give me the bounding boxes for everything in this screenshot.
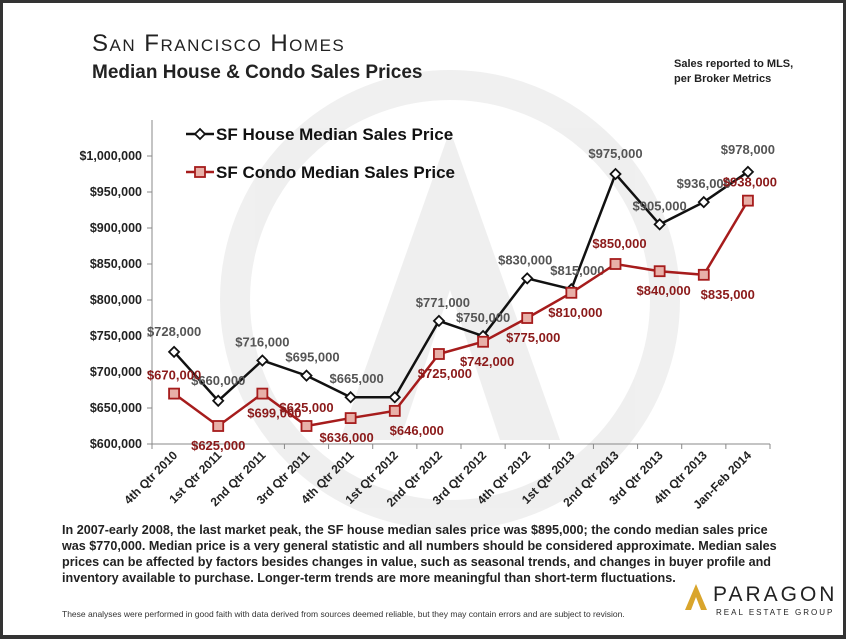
legend-item-house: SF House Median Sales Price xyxy=(186,125,453,144)
house-data-point xyxy=(653,218,666,231)
condo-data-label: $835,000 xyxy=(701,287,755,302)
house-data-point xyxy=(256,354,269,367)
condo-data-label: $742,000 xyxy=(460,354,514,369)
logo-name: PARAGON xyxy=(713,583,838,606)
legend-square-icon xyxy=(194,166,206,178)
house-data-label: $660,000 xyxy=(191,373,245,388)
house-data-label: $695,000 xyxy=(285,350,339,365)
house-data-label: $716,000 xyxy=(235,334,289,349)
house-data-point xyxy=(520,272,534,285)
condo-data-point xyxy=(742,194,754,207)
source-note: Sales reported to MLS, per Broker Metric… xyxy=(674,57,793,87)
watermark-logo xyxy=(220,70,680,530)
house-data-point xyxy=(609,167,622,181)
y-axis-ticks: $600,000 $650,000 $700,000 $750,000 $800,000… xyxy=(79,149,152,451)
condo-data-point xyxy=(697,268,710,281)
condo-data-point xyxy=(565,286,578,299)
condo-data-label: $625,000 xyxy=(191,438,245,453)
source-note-line-2: per Broker Metrics xyxy=(674,73,772,85)
y-tick-label: $600,000 xyxy=(90,437,142,451)
condo-data-label: $670,000 xyxy=(147,368,201,383)
condo-data-label: $850,000 xyxy=(592,236,646,251)
house-data-point xyxy=(741,165,755,179)
legend-item-condo: SF Condo Median Sales Price xyxy=(186,163,455,182)
chart-title: San Francisco Homes xyxy=(92,30,346,57)
house-data-label: $905,000 xyxy=(633,198,687,213)
condo-data-point xyxy=(212,420,225,432)
description-text: In 2007-early 2008, the last market peak… xyxy=(62,523,777,585)
house-data-point xyxy=(167,345,181,359)
house-data-label: $830,000 xyxy=(498,252,552,267)
y-tick-label: $800,000 xyxy=(90,293,142,307)
y-tick-label: $650,000 xyxy=(90,401,142,415)
legend-label: SF Condo Median Sales Price xyxy=(216,163,455,182)
paragon-logo-icon xyxy=(685,584,707,610)
logo-tagline: REAL ESTATE GROUP xyxy=(716,608,835,617)
condo-data-point xyxy=(300,420,313,432)
footnote: These analyses were performed in good fa… xyxy=(62,609,625,619)
house-data-label: $815,000 xyxy=(550,263,604,278)
chart-subtitle: Median House & Condo Sales Prices xyxy=(92,62,423,83)
condo-data-point xyxy=(477,335,489,348)
condo-series-line xyxy=(173,200,750,428)
house-data-point xyxy=(211,394,225,408)
house-data-point xyxy=(344,390,357,404)
condo-data-point xyxy=(168,387,180,400)
condo-data-point xyxy=(609,258,622,270)
house-data-label: $665,000 xyxy=(330,371,384,386)
chart-series: $728,000 $660,000 $716,000$695,000 $665,000… xyxy=(147,142,777,453)
house-data-point xyxy=(388,390,402,404)
house-data-point xyxy=(697,195,711,209)
condo-data-label: $775,000 xyxy=(506,330,560,345)
y-tick-label: $950,000 xyxy=(90,185,142,199)
condo-data-point xyxy=(433,348,445,360)
house-data-label: $978,000 xyxy=(721,142,775,157)
y-tick-label: $1,000,000 xyxy=(79,149,142,163)
legend-diamond-icon xyxy=(193,127,207,141)
condo-data-point xyxy=(653,265,666,278)
series-condo: $670,000$625,000$699,000$625,000$636,000… xyxy=(147,175,777,453)
house-data-label: $975,000 xyxy=(588,146,642,161)
house-data-label: $728,000 xyxy=(147,324,201,339)
chart-legend: SF House Median Sales Price SF Condo Medi… xyxy=(186,125,455,182)
condo-data-point xyxy=(256,387,269,400)
y-tick-label: $900,000 xyxy=(90,221,142,235)
y-tick-label: $750,000 xyxy=(90,329,142,343)
house-data-label: $771,000 xyxy=(416,295,470,310)
condo-data-label: $840,000 xyxy=(637,283,691,298)
condo-data-label: $810,000 xyxy=(548,305,602,320)
condo-data-label: $646,000 xyxy=(390,423,444,438)
y-tick-label: $850,000 xyxy=(90,257,142,271)
condo-data-point xyxy=(521,312,534,324)
condo-data-point xyxy=(344,412,357,424)
house-data-label: $936,000 xyxy=(677,176,731,191)
condo-data-label: $725,000 xyxy=(418,366,472,381)
series-house: $728,000 $660,000 $716,000$695,000 $665,000… xyxy=(147,142,775,408)
source-note-line-1: Sales reported to MLS, xyxy=(674,58,794,70)
condo-data-label: $699,000 xyxy=(247,406,301,421)
house-data-label: $750,000 xyxy=(456,310,510,325)
house-series-line xyxy=(173,170,749,403)
house-data-point xyxy=(432,314,446,328)
y-tick-label: $700,000 xyxy=(90,365,142,379)
condo-data-point xyxy=(388,404,401,417)
condo-data-label: $938,000 xyxy=(723,175,777,190)
condo-data-label: $636,000 xyxy=(320,430,374,445)
house-data-point xyxy=(300,369,313,382)
condo-data-label: $625,000 xyxy=(279,400,333,415)
legend-label: SF House Median Sales Price xyxy=(216,125,453,144)
